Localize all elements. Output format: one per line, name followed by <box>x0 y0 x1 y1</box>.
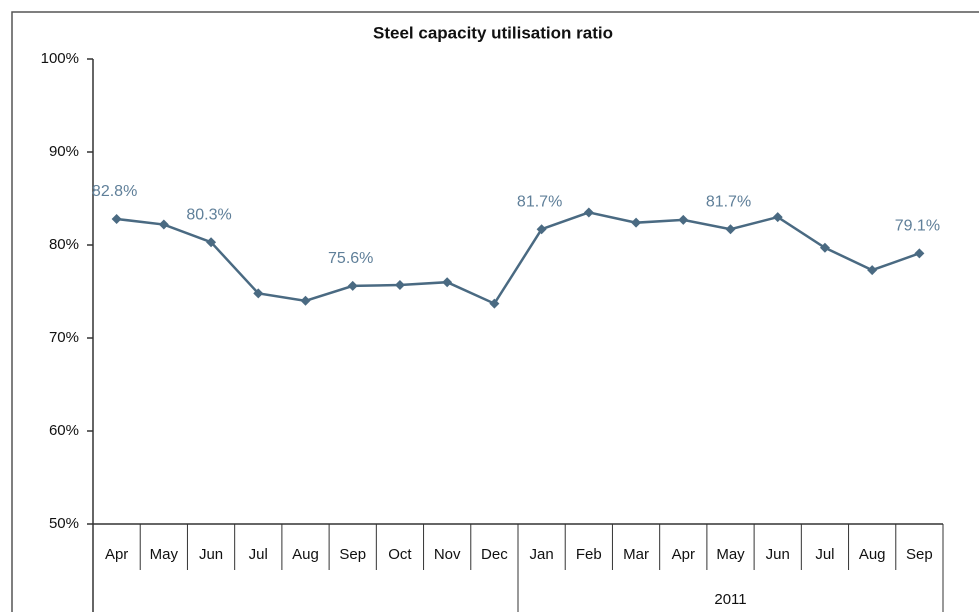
y-tick-label: 70% <box>49 329 79 346</box>
marker <box>394 279 405 290</box>
marker <box>489 298 500 309</box>
marker <box>536 224 547 235</box>
x-tick-label: Jul <box>249 546 268 563</box>
marker <box>442 277 453 288</box>
marker <box>819 242 830 253</box>
x-tick-label: Oct <box>388 546 412 563</box>
x-tick-label: Aug <box>859 546 886 563</box>
x-tick-label: Nov <box>434 546 461 563</box>
marker <box>206 237 217 248</box>
y-tick-label: 90% <box>49 143 79 160</box>
x-tick-label: Sep <box>339 546 366 563</box>
x-tick-label: Sep <box>906 546 933 563</box>
marker <box>914 248 925 259</box>
y-tick-label: 80% <box>49 236 79 253</box>
chart-frame <box>11 11 979 612</box>
data-label: 80.3% <box>186 206 231 223</box>
marker <box>725 224 736 235</box>
chart-title: Steel capacity utilisation ratio <box>373 23 613 42</box>
x-tick-label: May <box>150 546 179 563</box>
x-tick-label: Jul <box>815 546 834 563</box>
data-label: 82.8% <box>92 183 137 200</box>
x-tick-label: Jun <box>199 546 223 563</box>
marker <box>347 280 358 291</box>
x-tick-label: Aug <box>292 546 319 563</box>
marker <box>772 212 783 223</box>
marker <box>678 214 689 225</box>
x-tick-label: Mar <box>623 546 649 563</box>
x-tick-label: Dec <box>481 546 508 563</box>
marker <box>631 217 642 228</box>
marker <box>111 213 122 224</box>
x-tick-label: Jan <box>530 546 554 563</box>
group-label: 2011 <box>714 591 746 608</box>
marker <box>867 265 878 276</box>
y-tick-label: 100% <box>41 50 79 67</box>
x-tick-label: Apr <box>672 546 695 563</box>
data-label: 79.1% <box>895 218 940 235</box>
x-tick-label: May <box>716 546 745 563</box>
series-line <box>116 211 920 306</box>
marker <box>583 207 594 218</box>
data-label: 81.7% <box>517 193 562 210</box>
marker <box>300 295 311 306</box>
x-tick-label: Feb <box>576 546 602 563</box>
y-tick-label: 50% <box>49 515 79 532</box>
marker <box>253 288 264 299</box>
x-tick-label: Apr <box>105 546 128 563</box>
marker <box>158 219 169 230</box>
x-tick-label: Jun <box>766 546 790 563</box>
data-label: 81.7% <box>706 193 751 210</box>
data-label: 75.6% <box>328 250 373 267</box>
y-tick-label: 60% <box>49 422 79 439</box>
